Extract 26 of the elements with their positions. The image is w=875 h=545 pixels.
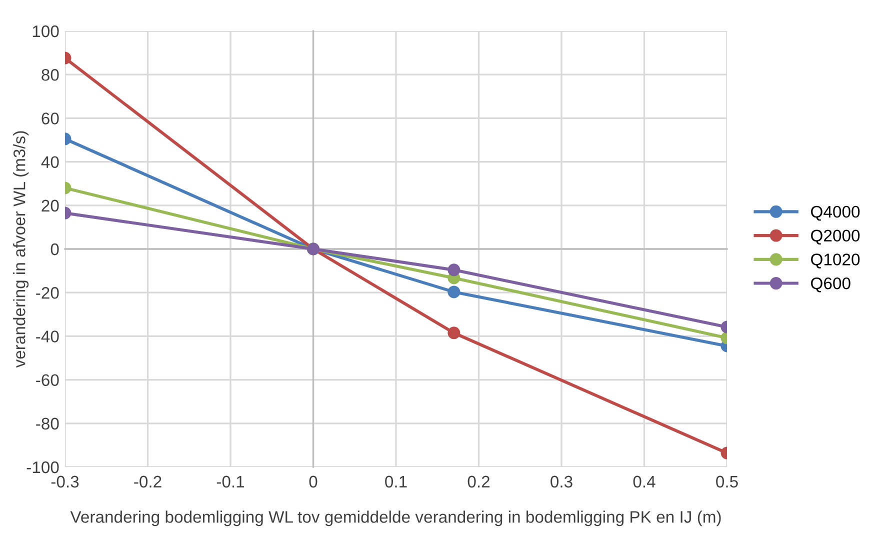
y-tick-label: 20 [42,200,59,212]
y-tick-label: -60 [36,374,59,386]
x-tick-label: 0.2 [468,476,490,488]
y-tick-label: 100 [32,25,59,38]
x-tick-label: -0.2 [134,476,162,488]
y-axis-title: verandering in afvoer WL (m3/s) [13,131,29,368]
y-tick-label: -100 [26,461,59,474]
y-tick-label: -80 [36,418,59,430]
legend-label: Q2000 [811,230,860,245]
x-axis-title: Verandering bodemligging WL tov gemiddelde verandering in bodemligging PK en IJ (m) [70,510,721,526]
x-tick-label: 0.4 [633,476,656,488]
legend-label: Q1020 [811,254,860,268]
y-tick-label: 0 [50,243,59,256]
x-tick-label: 0.3 [550,476,572,488]
x-tick-label: -0.1 [216,476,244,488]
legend-label: Q4000 [811,206,860,221]
y-tick-label: 60 [42,112,59,124]
y-tick-label: 40 [41,156,59,168]
y-tick-label: -20 [36,287,59,299]
y-tick-label: -40 [36,330,59,342]
x-tick-label: 0 [309,476,318,488]
y-tick-label: 80 [42,69,59,81]
x-tick-label: 0.5 [716,476,738,488]
x-tick-label: 0.1 [385,476,407,488]
x-tick-label: -0.3 [51,476,79,488]
legend-label: Q600 [811,277,850,292]
